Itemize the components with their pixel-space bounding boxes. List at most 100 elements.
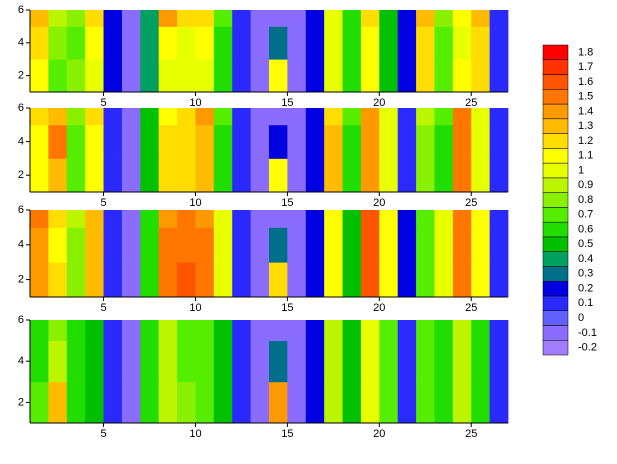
contour-cell bbox=[342, 227, 362, 263]
contour-cell bbox=[140, 124, 160, 159]
colorbar-swatch bbox=[542, 236, 569, 252]
contour-cell bbox=[305, 158, 325, 193]
contour-cell bbox=[434, 158, 454, 193]
colorbar-swatch bbox=[542, 118, 569, 134]
colorbar-label: 0.1 bbox=[578, 297, 593, 309]
y-tick-label: 6 bbox=[18, 204, 24, 216]
contour-cell bbox=[452, 26, 472, 60]
contour-cell bbox=[416, 210, 435, 228]
contour-cell bbox=[342, 158, 362, 193]
contour-cell bbox=[140, 340, 160, 383]
contour-cell bbox=[250, 320, 270, 341]
colorbar-label: 1.7 bbox=[578, 61, 593, 73]
contour-cell bbox=[489, 340, 509, 383]
contour-cell bbox=[397, 210, 417, 228]
contour-cell bbox=[140, 320, 160, 341]
colorbar-label: 1.4 bbox=[578, 105, 593, 117]
colorbar-swatch bbox=[542, 266, 569, 282]
contour-cell bbox=[121, 10, 141, 27]
contour-cell bbox=[342, 59, 362, 93]
contour-cell bbox=[250, 108, 270, 126]
colorbar-swatch bbox=[542, 295, 569, 311]
contour-cell bbox=[269, 262, 288, 298]
contour-cell bbox=[250, 210, 270, 228]
contour-cell bbox=[195, 59, 215, 93]
contour-cell bbox=[269, 158, 288, 193]
contour-cell bbox=[416, 262, 435, 298]
contour-cell bbox=[452, 10, 472, 27]
contour-cell bbox=[305, 59, 325, 93]
contour-cell bbox=[471, 59, 491, 93]
colorbar-label: 0.6 bbox=[578, 223, 593, 235]
contour-cell bbox=[140, 210, 160, 228]
contour-cell bbox=[489, 59, 509, 93]
contour-cell bbox=[434, 26, 454, 60]
x-tick-label: 15 bbox=[281, 428, 293, 440]
contour-cell bbox=[287, 381, 307, 424]
contour-cell bbox=[452, 320, 472, 341]
contour-cell bbox=[379, 59, 399, 93]
contour-cell bbox=[232, 124, 252, 159]
contour-cell bbox=[30, 10, 49, 27]
contour-cell bbox=[177, 158, 196, 193]
contour-cell bbox=[305, 26, 325, 60]
colorbar-swatch bbox=[542, 339, 569, 356]
contour-cell bbox=[48, 262, 68, 298]
contour-cell bbox=[177, 10, 196, 27]
contour-cell bbox=[140, 108, 160, 126]
y-tick-label: 2 bbox=[18, 274, 24, 286]
contour-cell bbox=[121, 262, 141, 298]
contour-cell bbox=[30, 158, 49, 193]
contour-cell bbox=[287, 340, 307, 383]
contour-cell bbox=[434, 59, 454, 93]
contour-cell bbox=[48, 340, 68, 383]
colorbar-swatch bbox=[542, 280, 569, 297]
contour-cell bbox=[397, 124, 417, 159]
contour-cell bbox=[342, 210, 362, 228]
contour-cell bbox=[250, 158, 270, 193]
contour-cell bbox=[48, 59, 68, 93]
x-tick-label: 10 bbox=[189, 302, 201, 314]
colorbar-label: 0.4 bbox=[578, 253, 593, 265]
contour-cell bbox=[397, 158, 417, 193]
contour-cell bbox=[416, 340, 435, 383]
x-tick-label: 10 bbox=[189, 197, 201, 209]
contour-cell bbox=[269, 340, 288, 383]
contour-cell bbox=[103, 26, 123, 60]
contour-cell bbox=[48, 124, 68, 159]
contour-cell bbox=[30, 108, 49, 126]
contour-cell bbox=[360, 10, 380, 27]
contour-cell bbox=[471, 340, 491, 383]
contour-cell bbox=[140, 158, 160, 193]
contour-cell bbox=[66, 10, 86, 27]
contour-cell bbox=[416, 381, 435, 424]
contour-cell bbox=[103, 381, 123, 424]
contour-cell bbox=[213, 26, 233, 60]
contour-cell bbox=[269, 227, 288, 263]
colorbar-label: 0.7 bbox=[578, 209, 593, 221]
contour-cell bbox=[158, 124, 178, 159]
contour-cell bbox=[48, 26, 68, 60]
x-tick-label: 5 bbox=[100, 302, 106, 314]
colorbar-label: 0 bbox=[578, 312, 584, 324]
contour-cell bbox=[434, 10, 454, 27]
contour-cell bbox=[269, 26, 288, 60]
contour-cell bbox=[434, 210, 454, 228]
contour-cell bbox=[103, 59, 123, 93]
contour-cell bbox=[287, 262, 307, 298]
contour-cell bbox=[324, 340, 343, 383]
contour-cell bbox=[471, 10, 491, 27]
contour-cell bbox=[195, 381, 215, 424]
y-tick-label: 4 bbox=[18, 136, 24, 148]
contour-cell bbox=[360, 210, 380, 228]
contour-cell bbox=[305, 210, 325, 228]
contour-cell bbox=[121, 381, 141, 424]
contour-cell bbox=[360, 158, 380, 193]
y-tick-label: 4 bbox=[18, 239, 24, 251]
contour-cell bbox=[324, 320, 343, 341]
contour-cell bbox=[379, 381, 399, 424]
contour-cell bbox=[177, 320, 196, 341]
contour-cell bbox=[324, 10, 343, 27]
contour-cell bbox=[452, 59, 472, 93]
colorbar-label: 0.3 bbox=[578, 268, 593, 280]
